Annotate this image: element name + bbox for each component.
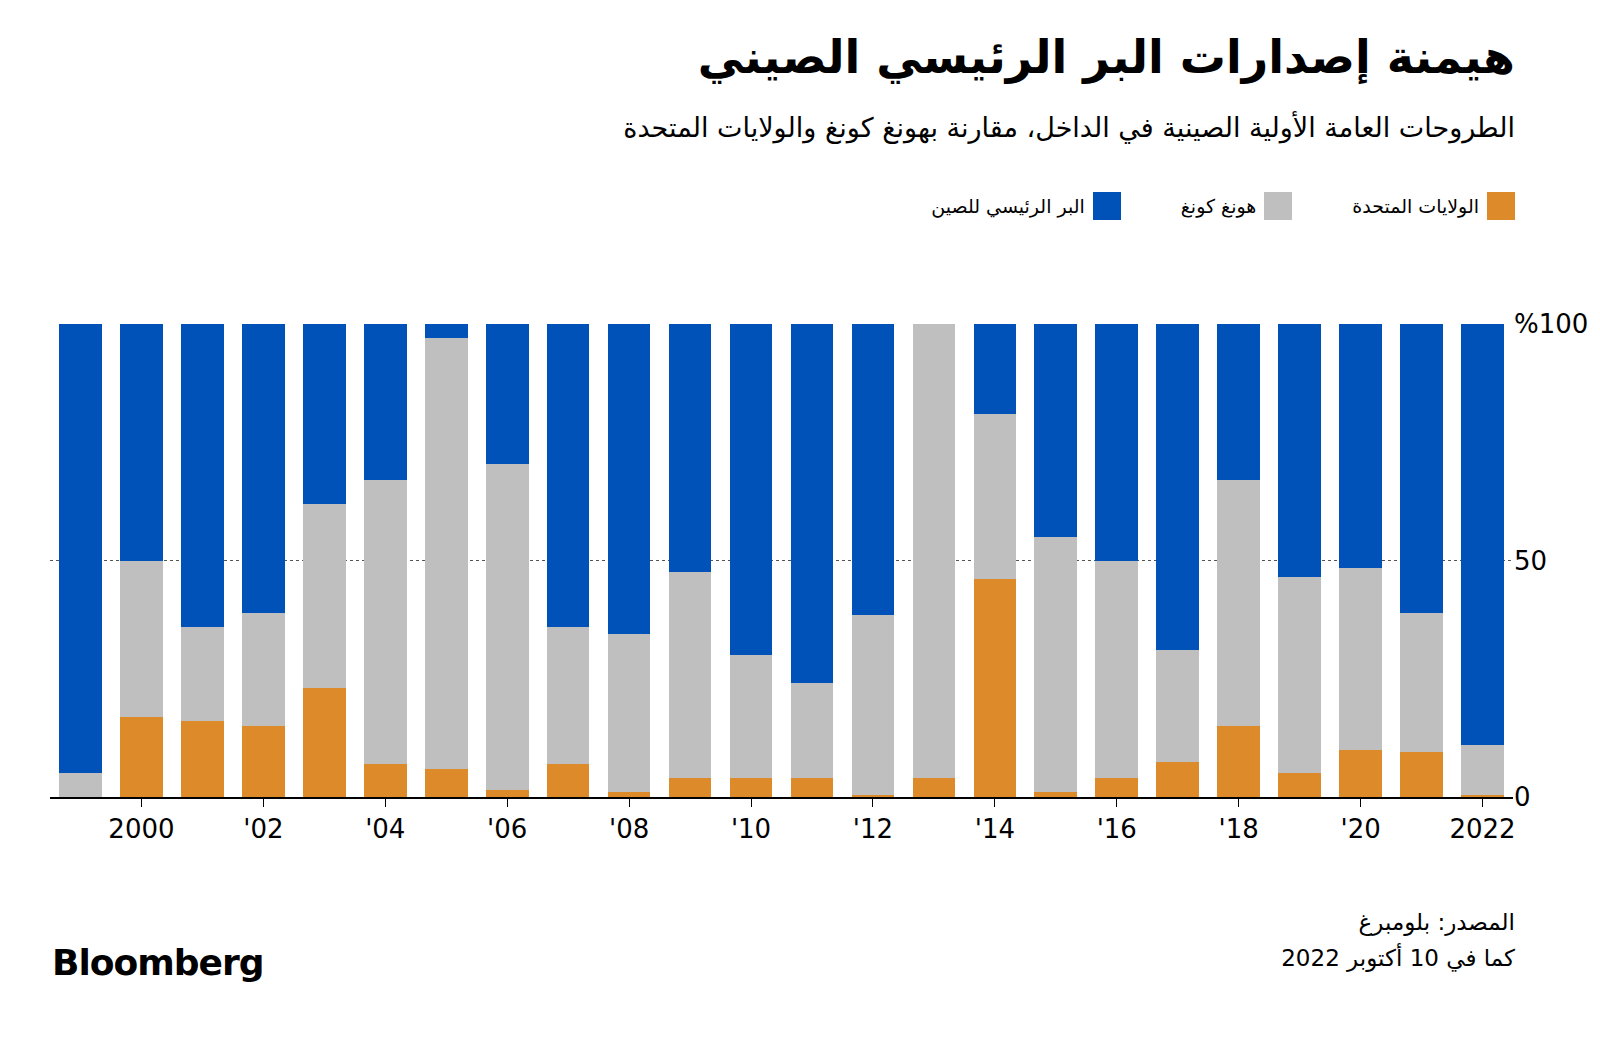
- svg-text:%100: %100: [1514, 309, 1588, 339]
- svg-text:'08: '08: [609, 814, 649, 844]
- svg-text:0: 0: [1514, 782, 1531, 812]
- svg-text:'10: '10: [731, 814, 771, 844]
- html-text:هونغ كونغ: هونغ كونغ: [1180, 195, 1257, 217]
- html-text:البر الرئيسي للصين: البر الرئيسي للصين: [931, 195, 1085, 217]
- html-text:الولايات المتحدة: الولايات المتحدة: [1352, 195, 1479, 217]
- svg-text:'14: '14: [975, 814, 1015, 844]
- svg-text:'12: '12: [853, 814, 893, 844]
- svg-text:'02: '02: [243, 814, 283, 844]
- svg-text:'04: '04: [365, 814, 405, 844]
- html-text:الطروحات العامة الأولية الصيني: الطروحات العامة الأولية الصينية في الداخ…: [623, 112, 1515, 143]
- html-text:هيمنة إصدارات البر الرئيسي الص: هيمنة إصدارات البر الرئيسي الصيني: [697, 30, 1515, 84]
- svg-text:2000: 2000: [108, 814, 174, 844]
- svg-text:2022: 2022: [1449, 814, 1515, 844]
- html-text:المصدر: بلومبرغ: المصدر: بلومبرغ: [1358, 909, 1515, 935]
- svg-text:'16: '16: [1097, 814, 1137, 844]
- html-text:كما في 10 أكتوبر 2022: كما في 10 أكتوبر 2022: [1281, 944, 1515, 971]
- svg-text:50: 50: [1514, 546, 1547, 576]
- svg-text:'06: '06: [487, 814, 527, 844]
- svg-text:'18: '18: [1219, 814, 1259, 844]
- svg-text:'20: '20: [1340, 814, 1380, 844]
- html-text:Bloomberg: Bloomberg: [52, 942, 264, 983]
